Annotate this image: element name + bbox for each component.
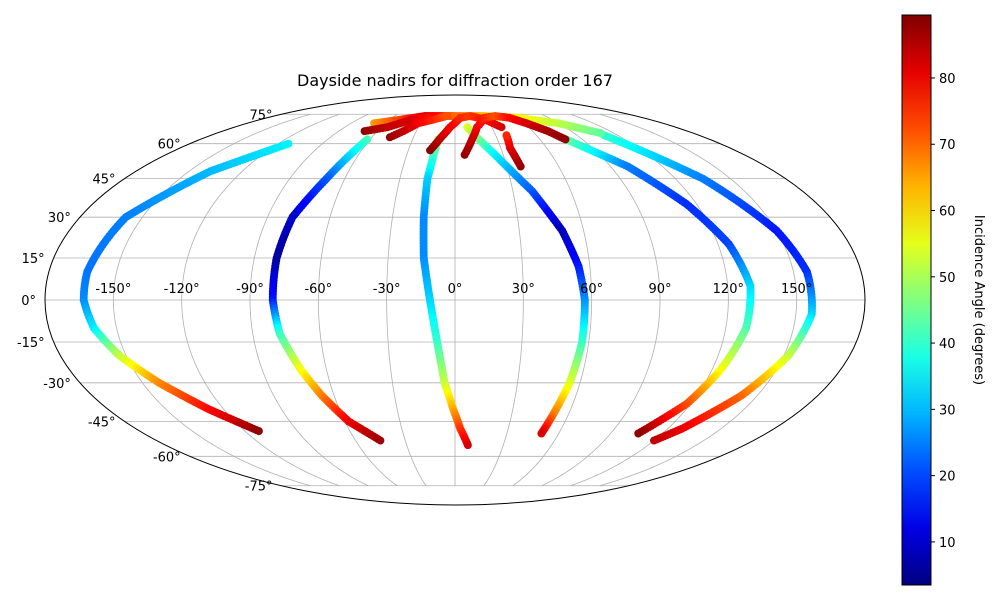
longitude-tick-label: 90° <box>648 282 671 297</box>
data-points <box>79 111 817 450</box>
colorbar-tick-label: 40 <box>939 337 956 352</box>
longitude-tick-label: 60° <box>580 282 603 297</box>
latitude-tick-label: -75° <box>245 480 273 495</box>
longitude-tick-label: -60° <box>304 282 332 297</box>
longitude-tick-label: 30° <box>512 282 535 297</box>
longitude-tick-labels: -150° -120° -90° -60° -30° 0° 30° 60° 90° 120° 150… <box>95 282 812 297</box>
colorbar-tick-label: 70 <box>939 138 956 153</box>
meridian-line <box>112 113 311 487</box>
nadir-point <box>497 123 506 132</box>
nadir-point <box>376 436 385 445</box>
longitude-tick-label: -150° <box>95 282 131 297</box>
colorbar-tick-label: 50 <box>939 271 956 286</box>
graticule <box>45 113 865 487</box>
meridian-line <box>541 113 661 487</box>
nadir-point <box>596 129 605 138</box>
latitude-tick-label: 45° <box>93 173 116 188</box>
longitude-tick-label: 150° <box>781 282 812 297</box>
latitude-tick-label: 0° <box>21 294 36 309</box>
nadir-point <box>463 441 472 450</box>
meridian-line <box>317 113 398 487</box>
latitude-tick-labels: 75° 60° 45° 30° 15° 0° -15° -30° -45° -60° -75° <box>17 108 273 494</box>
longitude-tick-label: -30° <box>373 282 401 297</box>
colorbar-tick-label: 20 <box>939 470 956 485</box>
meridian-line <box>599 113 798 487</box>
meridian-line <box>249 113 369 487</box>
nadir-point <box>634 429 643 438</box>
colorbar-tick-label: 30 <box>939 403 956 418</box>
colorbar-gradient <box>901 14 932 586</box>
colorbar-tick-label: 80 <box>939 72 956 87</box>
colorbar-tick-label: 10 <box>939 536 956 551</box>
latitude-tick-label: 75° <box>249 108 272 123</box>
longitude-tick-label: 120° <box>713 282 744 297</box>
latitude-tick-label: 30° <box>48 211 71 226</box>
longitude-tick-label: 0° <box>448 282 463 297</box>
longitude-tick-label: -90° <box>236 282 264 297</box>
latitude-tick-label: -60° <box>153 450 181 465</box>
nadir-point <box>649 436 658 445</box>
nadir-point <box>502 131 511 140</box>
nadir-point <box>442 111 451 120</box>
latitude-tick-label: -30° <box>43 377 71 392</box>
meridian-line <box>386 114 427 486</box>
colorbar-ticks: 10 20 30 40 50 60 70 80 <box>931 72 956 551</box>
colorbar: 10 20 30 40 50 60 70 80 Incidence Angle (degree… <box>901 14 986 586</box>
latitude-tick-label: 15° <box>22 252 45 267</box>
map-boundary <box>44 94 866 506</box>
colorbar-tick-label: 60 <box>939 205 956 220</box>
meridian-line <box>512 113 593 487</box>
chart-title: Dayside nadirs for diffraction order 167 <box>297 71 613 90</box>
nadir-point <box>537 429 546 438</box>
longitude-tick-label: -120° <box>164 282 200 297</box>
latitude-tick-label: 60° <box>158 138 181 153</box>
nadir-point <box>254 427 263 436</box>
nadir-point <box>561 135 570 144</box>
latitude-tick-label: -15° <box>17 336 45 351</box>
meridian-line <box>181 113 340 487</box>
latitude-tick-label: -45° <box>88 415 116 430</box>
colorbar-label: Incidence Angle (degrees) <box>971 215 986 385</box>
